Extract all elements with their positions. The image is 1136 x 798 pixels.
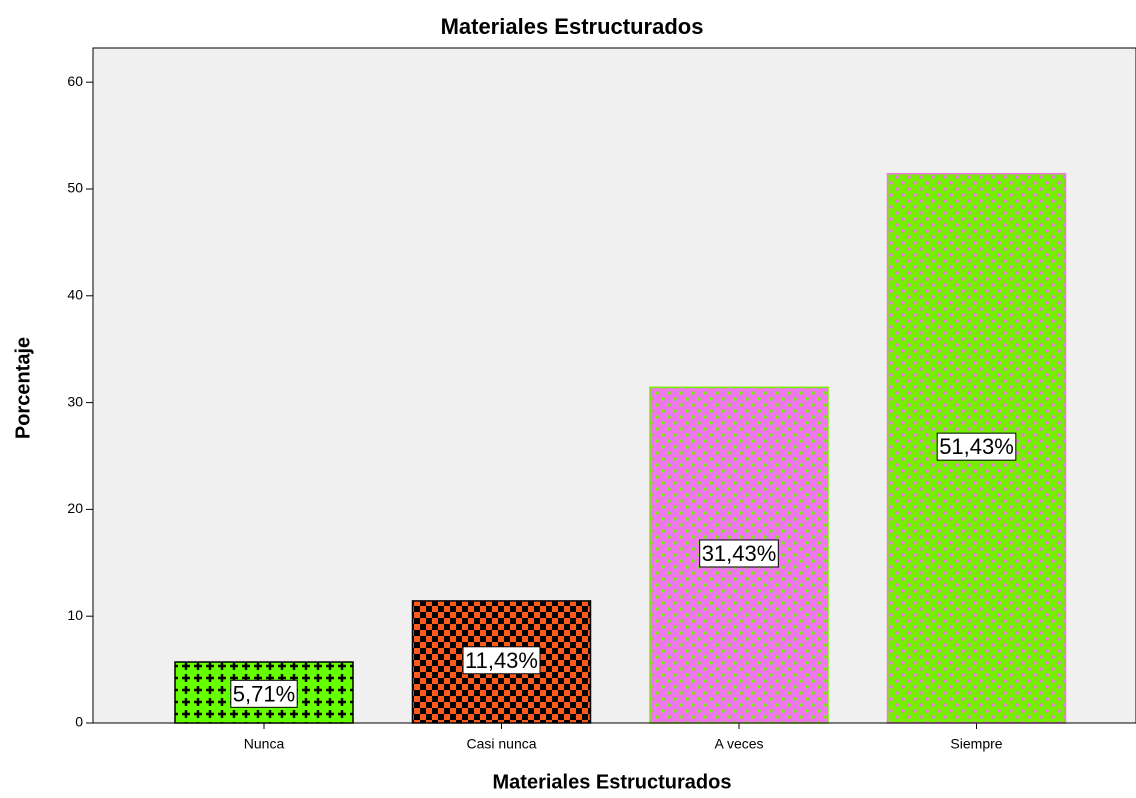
value-label: 51,43% xyxy=(939,434,1014,459)
y-tick-label: 0 xyxy=(75,714,83,730)
y-tick-label: 40 xyxy=(67,286,83,302)
x-tick-label: A veces xyxy=(714,736,763,752)
chart-title: Materiales Estructurados xyxy=(441,14,704,39)
value-label-box xyxy=(462,646,541,675)
value-label: 11,43% xyxy=(465,648,538,673)
value-label-box xyxy=(699,539,779,568)
value-label: 31,43% xyxy=(702,541,777,566)
value-label: 5,71% xyxy=(233,681,295,706)
y-tick-label: 60 xyxy=(67,73,83,89)
y-tick-label: 50 xyxy=(67,180,83,196)
x-axis-title: Materiales Estructurados xyxy=(493,771,732,793)
x-tick-label: Nunca xyxy=(244,736,285,752)
x-tick-label: Siempre xyxy=(950,736,1002,752)
y-tick-label: 10 xyxy=(67,607,83,623)
y-axis-title: Porcentaje xyxy=(12,337,34,439)
y-tick-label: 30 xyxy=(67,393,83,409)
y-tick-label: 20 xyxy=(67,500,83,516)
value-label-box xyxy=(230,679,298,708)
value-label-box xyxy=(936,432,1017,461)
x-tick-label: Casi nunca xyxy=(466,736,536,752)
